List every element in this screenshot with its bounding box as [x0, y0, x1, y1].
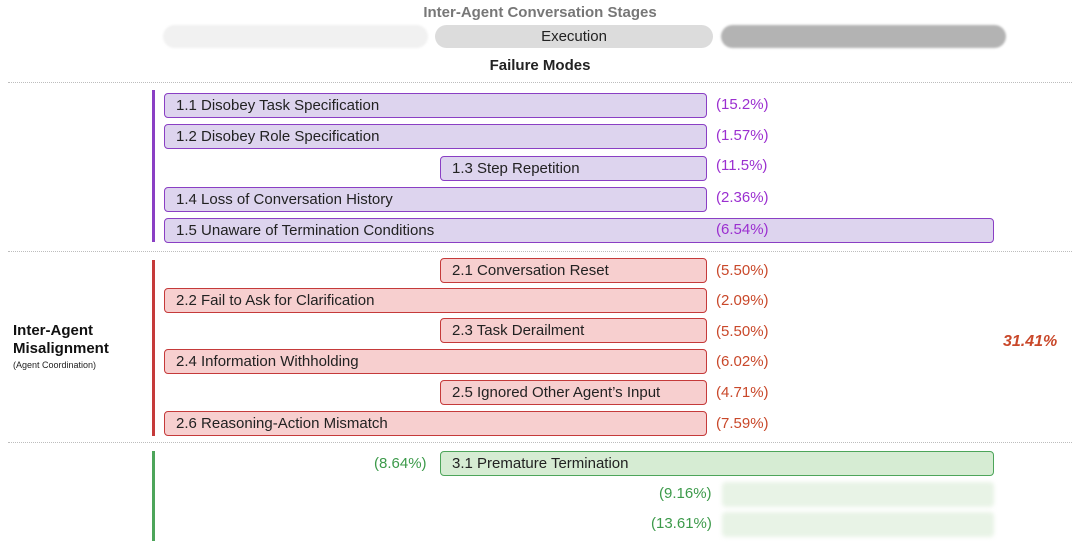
- category-2-total: 31.41%: [1003, 333, 1058, 350]
- failure-mode-2-5-pct: (4.71%): [716, 384, 769, 401]
- category-1-bar: [152, 90, 155, 242]
- failure-mode-3-3-pct: (13.61%): [651, 515, 712, 532]
- failure-mode-2-5: 2.5 Ignored Other Agent’s Input: [440, 380, 707, 405]
- category-2-name: Inter-Agent Misalignment: [13, 322, 109, 357]
- failure-mode-2-4: 2.4 Information Withholding: [164, 349, 707, 374]
- failure-mode-2-6: 2.6 Reasoning-Action Mismatch: [164, 411, 707, 436]
- failure-mode-1-1-pct: (15.2%): [716, 96, 769, 113]
- divider-bottom: [8, 442, 1072, 443]
- failure-mode-2-1-pct: (5.50%): [716, 262, 769, 279]
- failure-mode-1-3-pct: (11.5%): [716, 157, 768, 174]
- failure-mode-2-4-pct: (6.02%): [716, 353, 769, 370]
- failure-mode-1-1: 1.1 Disobey Task Specification: [164, 93, 707, 118]
- category-2-subtitle: (Agent Coordination): [13, 360, 97, 370]
- failure-mode-2-3-pct: (5.50%): [716, 323, 769, 340]
- divider-top: [8, 82, 1072, 83]
- stage-pill-blurred-3: [721, 25, 1006, 48]
- failure-mode-2-6-pct: (7.59%): [716, 415, 769, 432]
- failure-mode-1-4-pct: (2.36%): [716, 189, 769, 206]
- failure-mode-3-3-blurred: [722, 512, 994, 537]
- failure-mode-3-2-pct: (9.16%): [659, 485, 712, 502]
- category-2-bar: [152, 260, 155, 436]
- failure-mode-2-2-pct: (2.09%): [716, 292, 769, 309]
- stages-title: Inter-Agent Conversation Stages: [423, 4, 657, 21]
- failure-mode-2-3: 2.3 Task Derailment: [440, 318, 707, 343]
- failure-mode-1-3: 1.3 Step Repetition: [440, 156, 707, 181]
- failure-mode-1-5: 1.5 Unaware of Termination Conditions: [164, 218, 994, 243]
- category-3-bar: [152, 451, 155, 541]
- failure-mode-3-1-pct: (8.64%): [374, 455, 427, 472]
- failure-mode-3-1: 3.1 Premature Termination: [440, 451, 994, 476]
- failure-mode-1-2-pct: (1.57%): [716, 127, 769, 144]
- failure-modes-title: Failure Modes: [489, 57, 591, 74]
- stage-pill-execution: Execution: [435, 25, 713, 48]
- failure-mode-2-1: 2.1 Conversation Reset: [440, 258, 707, 283]
- failure-mode-3-2-blurred: [722, 482, 994, 507]
- failure-mode-1-2: 1.2 Disobey Role Specification: [164, 124, 707, 149]
- failure-mode-1-5-pct: (6.54%): [716, 221, 769, 238]
- failure-mode-1-4: 1.4 Loss of Conversation History: [164, 187, 707, 212]
- divider-middle: [8, 251, 1072, 252]
- failure-mode-2-2: 2.2 Fail to Ask for Clarification: [164, 288, 707, 313]
- stage-pill-blurred-1: [163, 25, 428, 48]
